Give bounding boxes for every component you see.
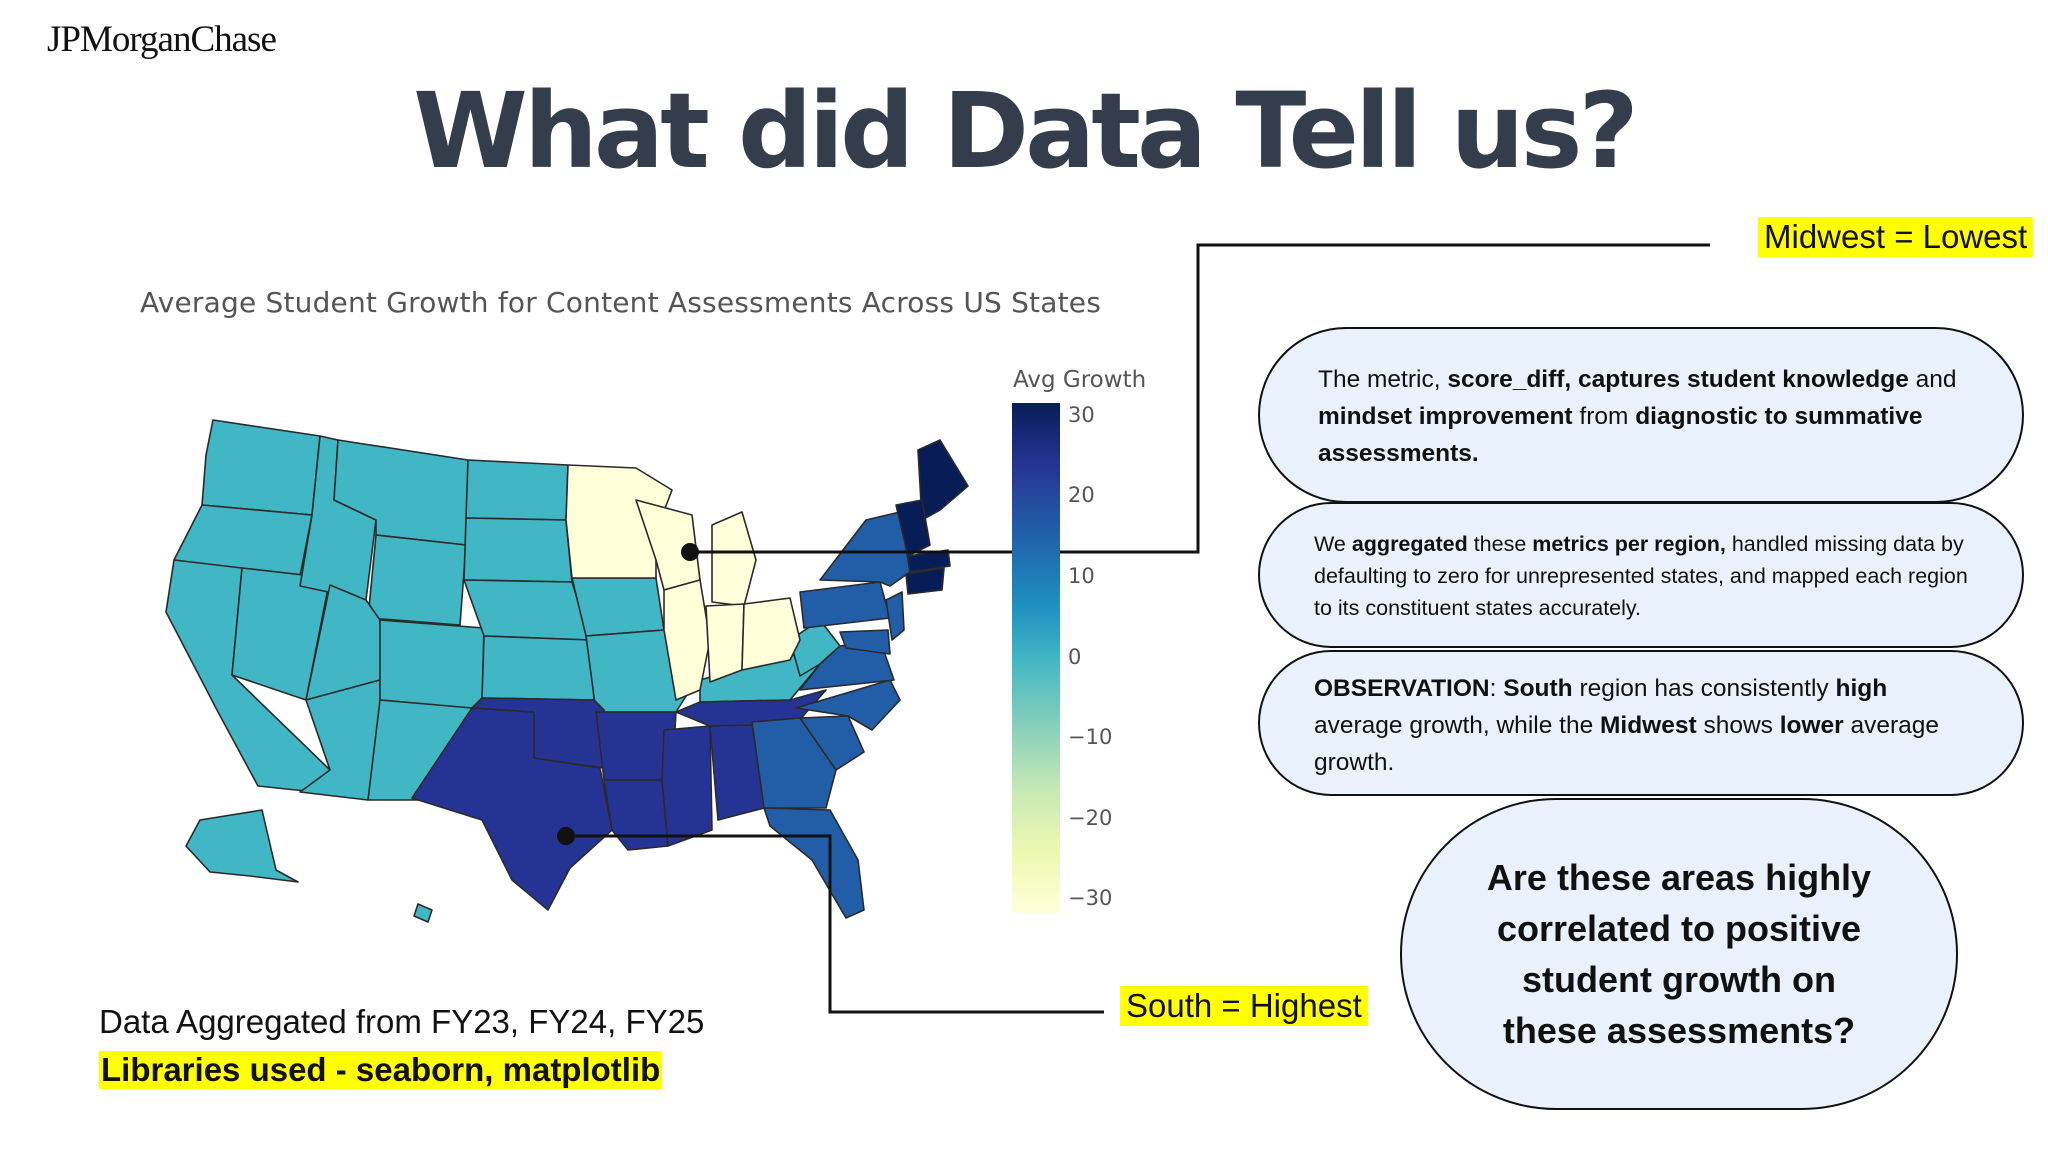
question-text: Are these areas highly correlated to pos… [1486, 857, 1872, 1051]
chart-title: Average Student Growth for Content Asses… [140, 286, 1101, 319]
state-nebraska [463, 579, 591, 641]
metric-description-bubble: The metric, score_diff, captures student… [1258, 327, 2024, 503]
state-alaska [185, 809, 299, 883]
state-maryland [839, 629, 891, 655]
state-maine [917, 439, 969, 521]
state-kansas [481, 635, 595, 701]
south-callout: South = Highest [1120, 986, 1368, 1026]
state-colorado [379, 619, 485, 711]
state-south-carolina [799, 715, 865, 771]
colorbar-tick: 30 [1068, 403, 1095, 427]
aggregation-method-bubble: We aggregated these metrics per region, … [1258, 502, 2024, 648]
colorbar-tick: −20 [1068, 806, 1113, 830]
state-vermont-nh [895, 499, 931, 557]
state-new-jersey [885, 591, 905, 641]
midwest-callout: Midwest = Lowest [1758, 217, 2034, 257]
state-connecticut-ri [905, 567, 945, 595]
question-bubble: Are these areas highly correlated to pos… [1400, 798, 1958, 1110]
midwest-marker-dot [681, 543, 699, 561]
state-oklahoma [471, 697, 605, 769]
colorbar-title: Avg Growth [1013, 367, 1147, 393]
state-south-dakota [463, 517, 573, 583]
colorbar-tick: 10 [1068, 564, 1095, 588]
state-illinois [663, 579, 711, 701]
page-title: What did Data Tell us? [413, 70, 1639, 192]
state-ohio [741, 597, 801, 671]
colorbar-tick: 20 [1068, 483, 1095, 507]
south-marker-dot [557, 827, 575, 845]
colorbar [1012, 403, 1060, 913]
state-virginia [799, 639, 895, 691]
midwest-connector-line [690, 243, 1710, 554]
state-new-york [819, 511, 911, 587]
south-connector-line [566, 834, 1104, 1014]
state-louisiana [603, 779, 669, 851]
observation-bubble: OBSERVATION: South region has consistent… [1258, 650, 2024, 796]
colorbar-tick: 0 [1068, 645, 1082, 669]
state-pennsylvania [799, 581, 891, 629]
state-washington [201, 419, 321, 516]
state-tennessee [675, 689, 827, 727]
state-north-carolina [795, 679, 901, 731]
state-iowa [571, 577, 665, 637]
colorbar-tick: −30 [1068, 886, 1113, 910]
libraries-note: Libraries used - seaborn, matplotlib [99, 1051, 663, 1089]
state-hawaii [413, 903, 433, 923]
colorbar-tick: −10 [1068, 725, 1113, 749]
state-mississippi [661, 725, 713, 847]
company-logo: JPMorganChase [47, 19, 277, 60]
data-source-note: Data Aggregated from FY23, FY24, FY25 [99, 1003, 705, 1040]
state-michigan [711, 511, 757, 607]
state-indiana [705, 603, 745, 683]
state-north-dakota [465, 459, 569, 521]
state-florida [763, 807, 865, 919]
state-wyoming [367, 534, 467, 626]
